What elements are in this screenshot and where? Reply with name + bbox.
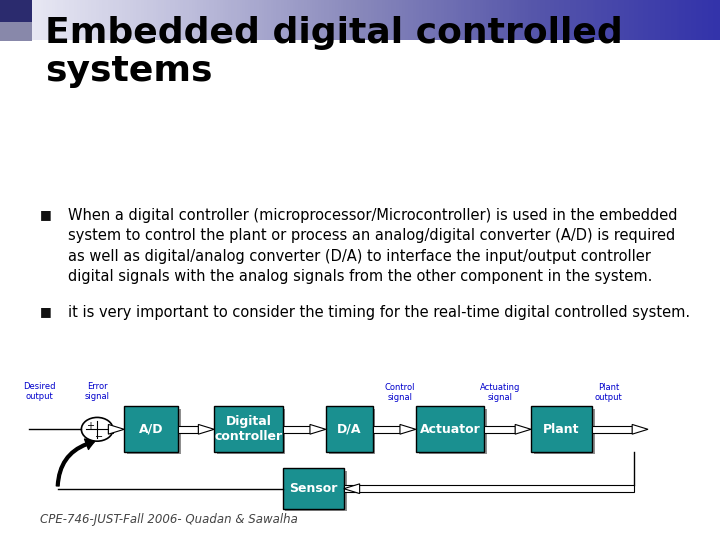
FancyBboxPatch shape	[127, 408, 181, 455]
Bar	[0, 22, 32, 40]
Text: Plant
output: Plant output	[595, 383, 622, 402]
FancyBboxPatch shape	[531, 406, 593, 453]
Polygon shape	[344, 484, 360, 494]
Text: −: −	[95, 432, 103, 442]
Polygon shape	[108, 424, 124, 434]
FancyBboxPatch shape	[534, 408, 595, 455]
Text: it is very important to consider the timing for the real-time digital controlled: it is very important to consider the tim…	[68, 305, 690, 320]
Bar	[593, 426, 632, 433]
FancyBboxPatch shape	[416, 406, 484, 453]
FancyBboxPatch shape	[419, 408, 487, 455]
FancyBboxPatch shape	[215, 406, 282, 453]
FancyBboxPatch shape	[124, 406, 179, 453]
FancyBboxPatch shape	[328, 408, 376, 455]
Polygon shape	[310, 424, 325, 434]
FancyBboxPatch shape	[285, 470, 347, 511]
Polygon shape	[400, 424, 416, 434]
Text: Embedded digital controlled
systems: Embedded digital controlled systems	[45, 16, 622, 88]
Text: ■: ■	[40, 305, 51, 318]
Polygon shape	[632, 424, 648, 434]
Text: Desired
output: Desired output	[23, 382, 56, 401]
Text: Control
signal: Control signal	[384, 383, 415, 402]
Bar	[0, 0, 32, 22]
Text: D/A: D/A	[337, 423, 361, 436]
Text: CPE-746-JUST-Fall 2006- Quadan & Sawalha: CPE-746-JUST-Fall 2006- Quadan & Sawalha	[40, 514, 297, 526]
Bar	[484, 426, 516, 433]
Polygon shape	[516, 424, 531, 434]
Bar	[373, 426, 400, 433]
Text: ■: ■	[40, 208, 51, 221]
Bar	[108, 426, 113, 433]
Text: When a digital controller (microprocessor/Microcontroller) is used in the embedd: When a digital controller (microprocesso…	[68, 208, 678, 284]
Bar	[344, 485, 634, 492]
Text: A/D: A/D	[139, 423, 163, 436]
Text: Plant: Plant	[544, 423, 580, 436]
Text: Actuating
signal: Actuating signal	[480, 383, 521, 402]
Text: Sensor: Sensor	[289, 482, 338, 495]
FancyBboxPatch shape	[217, 408, 285, 455]
FancyBboxPatch shape	[283, 468, 344, 509]
Circle shape	[81, 417, 113, 441]
Text: Actuator: Actuator	[420, 423, 480, 436]
FancyBboxPatch shape	[325, 406, 373, 453]
Text: Error
signal: Error signal	[85, 382, 109, 401]
Bar	[179, 426, 198, 433]
FancyArrowPatch shape	[56, 439, 94, 486]
Text: +: +	[86, 421, 94, 431]
Text: Digital
controller: Digital controller	[215, 415, 282, 443]
Bar	[282, 426, 310, 433]
Polygon shape	[198, 424, 215, 434]
